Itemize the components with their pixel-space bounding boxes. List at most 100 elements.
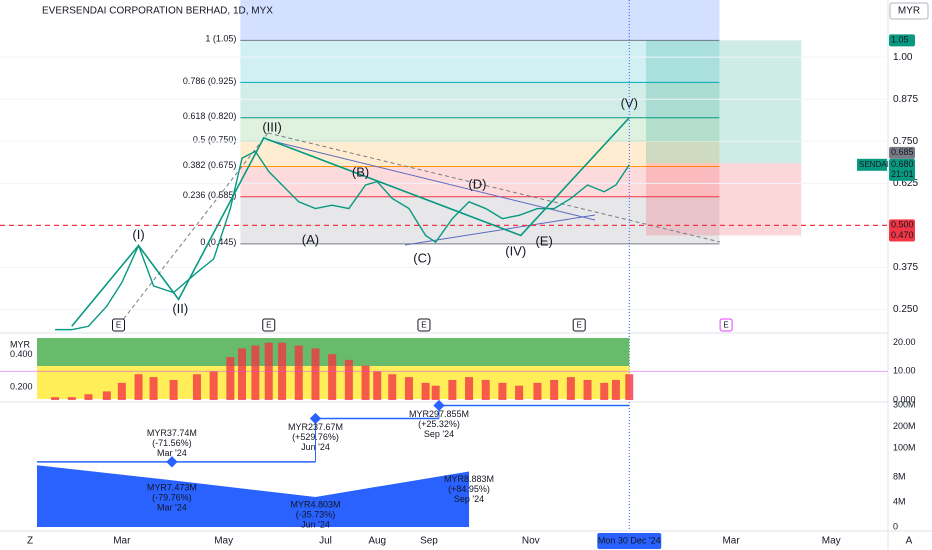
symbol-label: SENDAI: [859, 160, 889, 169]
indicator-bar: [625, 374, 634, 400]
crosshair-label: Mon 30 Dec '24: [598, 535, 661, 545]
net-income-tick: 4M: [893, 496, 906, 506]
indicator-bar: [294, 345, 303, 400]
trend-line: [267, 139, 596, 221]
revenue-period: Mar '24: [157, 448, 187, 458]
x-tick-label: Mar: [722, 536, 740, 547]
wave-label: (D): [468, 176, 486, 191]
indicator-bar: [344, 359, 353, 400]
indicator-bar: [481, 379, 490, 400]
net-income-period: Sep '24: [454, 494, 484, 504]
revenue-tick: 100M: [893, 443, 916, 453]
indicator-bar: [311, 348, 320, 400]
price-badge-label: 0.470: [891, 230, 914, 240]
indicator-tick: 10.00: [893, 366, 916, 376]
revenue-change: (-71.56%): [152, 438, 192, 448]
indicator-bar: [533, 382, 542, 400]
x-tick-label: May: [822, 536, 841, 547]
wave-label: (IV): [505, 244, 526, 259]
indicator-bar: [169, 379, 178, 400]
indicator-bar: [226, 357, 235, 400]
wave-label: (III): [262, 119, 282, 134]
earnings-label: E: [723, 321, 728, 330]
revenue-tick: 300M: [893, 399, 916, 409]
indicator-left-tick: 0.200: [10, 381, 33, 391]
indicator-bar: [117, 382, 126, 400]
fib-band: [240, 141, 720, 167]
earnings-marker: [417, 318, 431, 332]
net-income-change: (-35.73%): [296, 509, 336, 519]
indicator-bar: [192, 374, 201, 400]
price-badge-label: 0.500: [891, 220, 914, 230]
indicator-bar: [611, 379, 620, 400]
corner-label[interactable]: A: [906, 536, 913, 547]
revenue-tick: 200M: [893, 421, 916, 431]
revenue-label: MYR237.67M: [288, 422, 343, 432]
fib-label: 0 (0.445): [200, 237, 236, 247]
price-line: [55, 150, 630, 331]
indicator-bar: [448, 379, 457, 400]
indicator-bar: [102, 391, 111, 400]
chart-title: EVERSENDAI CORPORATION BERHAD, 1D, MYX: [42, 6, 273, 17]
indicator-bar: [498, 382, 507, 400]
x-tick-label: Jul: [319, 536, 332, 547]
last-badge: [889, 158, 915, 181]
indicator-bar: [238, 348, 247, 400]
fib-label: 0.236 (0.585): [183, 190, 237, 200]
indicator-bar: [404, 377, 413, 400]
indicator-bar: [251, 345, 260, 400]
revenue-period: Sep '24: [424, 429, 454, 439]
earnings-marker: [719, 318, 733, 332]
indicator-bar: [149, 377, 158, 400]
indicator-bar: [84, 394, 93, 400]
x-tick-label: Nov: [522, 536, 540, 547]
fib-label: 0.618 (0.820): [183, 111, 237, 121]
currency-box[interactable]: [889, 2, 929, 20]
indicator-label: MYR: [10, 339, 31, 349]
revenue-period: Jun '24: [301, 442, 330, 452]
price-badge: [889, 34, 915, 47]
indicator-tick: 0.000: [893, 394, 916, 404]
trend-line: [267, 132, 721, 243]
countdown: 21:01: [891, 169, 914, 179]
net-income-tick: 8M: [893, 471, 906, 481]
price-badge: [889, 229, 915, 242]
x-tick-label: Mar: [113, 536, 131, 547]
net-income-period: Jun '24: [301, 519, 330, 529]
fib-label: 0.382 (0.675): [183, 160, 237, 170]
price-badge-label: 0.685: [891, 147, 914, 157]
wave-label: (A): [302, 232, 319, 247]
corner-label[interactable]: Z: [27, 536, 33, 547]
indicator-bar: [600, 382, 609, 400]
earnings-marker: [262, 318, 276, 332]
symbol-badge: [857, 158, 887, 171]
price-badge-label: 1.05: [891, 35, 909, 45]
earnings-marker: [112, 318, 126, 332]
x-tick-label: May: [214, 536, 233, 547]
crosshair-badge: [597, 533, 662, 549]
y-tick-label: 0.875: [893, 94, 918, 105]
indicator-left-tick: 0.400: [10, 349, 33, 359]
wave-label: (B): [352, 165, 369, 180]
indicator-bar: [431, 385, 440, 400]
net-income-area: [37, 465, 470, 527]
y-tick-label: 0.625: [893, 178, 918, 189]
indicator-bar: [583, 379, 592, 400]
indicator-bar: [209, 371, 218, 400]
position-stop: [645, 163, 802, 236]
fib-label: 0.786 (0.925): [183, 76, 237, 86]
revenue-point: [309, 412, 322, 425]
y-tick-label: 1.00: [893, 52, 913, 63]
indicator-bar: [465, 377, 474, 400]
wave-label: (E): [535, 234, 552, 249]
indicator-bar: [134, 374, 143, 400]
earnings-label: E: [421, 321, 426, 330]
indicator-bar: [566, 377, 575, 400]
indicator-bar: [51, 397, 60, 400]
revenue-point: [433, 399, 445, 412]
currency[interactable]: MYR: [898, 6, 920, 17]
revenue-label: MYR297.855M: [409, 409, 469, 419]
net-income-label: MYR4.803M: [290, 499, 340, 509]
